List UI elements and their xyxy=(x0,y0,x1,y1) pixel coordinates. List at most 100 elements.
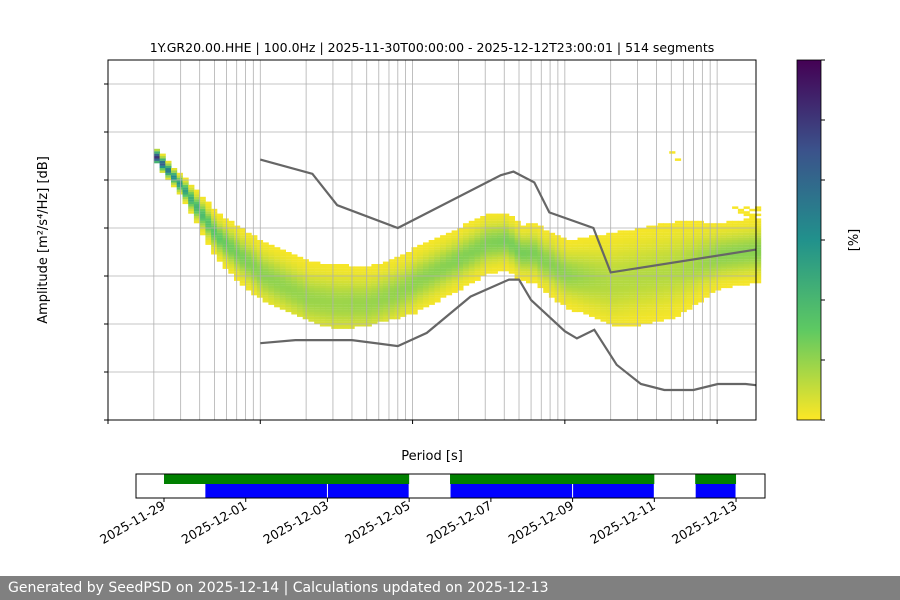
psd-cell xyxy=(365,268,372,272)
psd-cell xyxy=(234,230,241,233)
psd-cell xyxy=(451,288,458,291)
psd-cell xyxy=(360,300,367,303)
psd-cell xyxy=(594,252,601,255)
psd-cell xyxy=(228,266,235,269)
psd-cell xyxy=(646,259,653,262)
psd-cell xyxy=(365,319,372,322)
psd-cell xyxy=(715,288,722,291)
psd-cell xyxy=(360,319,367,322)
psd-cell xyxy=(674,276,682,279)
psd-cell xyxy=(405,273,412,277)
psd-cell xyxy=(371,316,378,320)
psd-cell xyxy=(262,295,269,298)
psd-cell xyxy=(508,266,515,269)
psd-cell xyxy=(566,256,573,260)
psd-cell xyxy=(583,295,590,298)
psd-cell xyxy=(159,156,166,159)
psd-cell xyxy=(583,283,590,286)
psd-cell xyxy=(623,240,630,243)
psd-cell xyxy=(445,237,453,241)
psd-cell xyxy=(251,264,258,267)
psd-cell xyxy=(514,244,521,248)
psd-cell xyxy=(617,319,624,322)
psd-cell xyxy=(234,237,241,241)
psd-cell xyxy=(617,290,624,293)
psd-cell xyxy=(371,271,378,274)
psd-cell xyxy=(176,177,183,181)
psd-cell xyxy=(646,316,653,320)
psd-cell xyxy=(583,271,590,274)
psd-cell xyxy=(531,247,538,250)
psd-cell xyxy=(571,240,578,243)
psd-cell xyxy=(480,244,487,248)
psd-cell xyxy=(732,264,739,267)
psd-cell xyxy=(657,304,664,308)
psd-cell xyxy=(354,307,361,310)
psd-cell xyxy=(617,297,624,301)
psd-cell xyxy=(497,213,504,217)
psd-cell xyxy=(457,288,464,291)
psd-cell xyxy=(617,316,624,320)
psd-cell xyxy=(405,252,412,255)
timeline-tick-label: 2025-12-09 xyxy=(506,498,576,547)
psd-cell xyxy=(434,292,441,296)
psd-cell xyxy=(726,223,733,226)
psd-cell xyxy=(445,232,453,236)
psd-cell xyxy=(571,307,578,310)
psd-cell xyxy=(394,266,401,269)
psd-cell xyxy=(652,266,659,269)
psd-cell xyxy=(468,273,475,277)
psd-cell xyxy=(715,268,722,272)
psd-cell xyxy=(589,259,596,262)
psd-cell xyxy=(222,259,229,262)
psd-cell xyxy=(274,283,281,286)
psd-cell xyxy=(365,297,372,301)
psd-cell xyxy=(697,266,704,269)
psd-cell xyxy=(589,295,596,298)
psd-cell xyxy=(279,256,286,260)
psd-cell xyxy=(262,256,269,260)
nlnm-line xyxy=(260,278,757,392)
psd-cell xyxy=(629,240,636,243)
psd-cell xyxy=(428,240,435,243)
psd-cell xyxy=(354,319,361,322)
psd-cell xyxy=(485,268,493,272)
psd-cell xyxy=(577,259,584,262)
psd-cell xyxy=(365,309,372,313)
psd-cell xyxy=(669,151,676,154)
psd-cell xyxy=(692,259,699,262)
psd-cell xyxy=(234,235,241,238)
psd-cell xyxy=(377,280,384,284)
psd-cell xyxy=(400,283,407,286)
psd-cell xyxy=(165,175,172,178)
psd-cell xyxy=(669,235,676,238)
psd-cell xyxy=(365,321,372,325)
psd-cell xyxy=(600,307,607,310)
psd-cell xyxy=(394,285,401,289)
psd-cell xyxy=(382,312,390,315)
psd-cell xyxy=(560,283,567,286)
psd-cell xyxy=(749,268,756,272)
psd-cell xyxy=(216,244,223,248)
psd-cell xyxy=(657,290,664,293)
psd-cell xyxy=(279,290,286,293)
psd-cell xyxy=(222,254,229,257)
psd-cell xyxy=(697,285,704,289)
psd-cell xyxy=(548,240,556,243)
psd-cell xyxy=(749,278,756,281)
psd-cell xyxy=(274,264,281,267)
psd-cell xyxy=(205,204,212,207)
psd-heatmap xyxy=(153,148,762,329)
psd-cell xyxy=(663,264,670,267)
psd-cell xyxy=(314,271,321,274)
psd-cell xyxy=(205,211,212,214)
psd-cell xyxy=(377,278,384,281)
psd-cell xyxy=(589,244,596,248)
psd-cell xyxy=(199,218,206,221)
psd-cell xyxy=(234,256,241,260)
psd-cell xyxy=(508,225,515,229)
psd-cell xyxy=(583,247,590,250)
psd-cell xyxy=(394,304,401,308)
psd-cell xyxy=(480,273,487,277)
psd-cell xyxy=(652,242,659,245)
